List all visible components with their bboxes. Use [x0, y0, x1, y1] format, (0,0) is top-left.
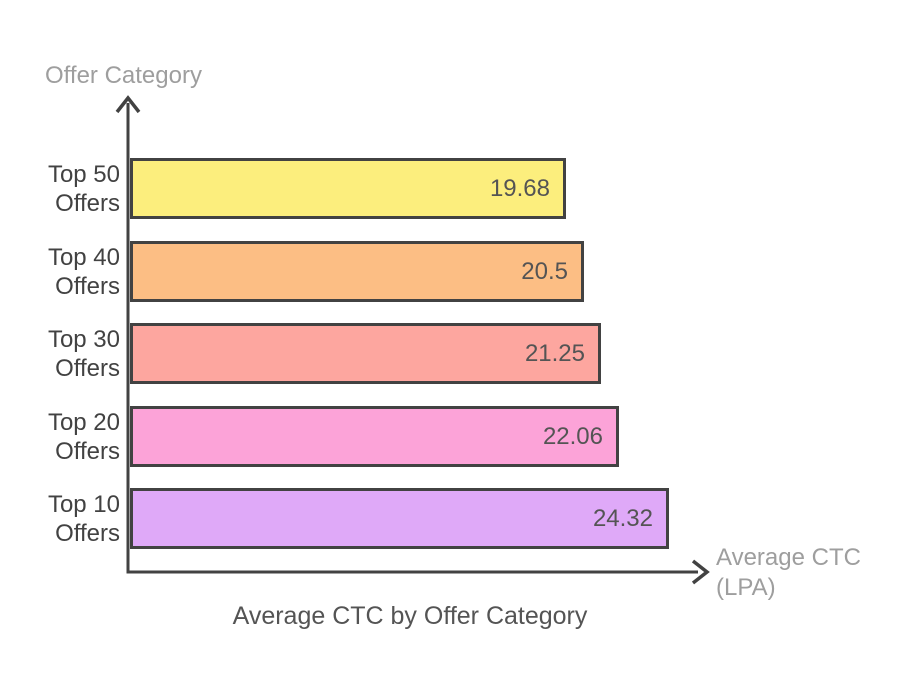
y-axis-arrowhead — [115, 95, 141, 114]
bar: 21.25 — [130, 323, 601, 384]
category-label: Top 10 Offers — [47, 490, 120, 547]
chart-title: Average CTC by Offer Category — [232, 602, 588, 630]
bar-row: Top 40 Offers 20.5 — [0, 241, 910, 302]
bar-row: Top 50 Offers 19.68 — [0, 158, 910, 219]
bar-value-label: 24.32 — [592, 504, 653, 532]
category-label: Top 40 Offers — [47, 243, 120, 300]
bar-value-label: 20.5 — [521, 257, 568, 285]
bar-value-label: 21.25 — [524, 339, 585, 367]
bar: 20.5 — [130, 241, 584, 302]
bar: 19.68 — [130, 158, 566, 219]
x-axis-arrowhead — [691, 559, 710, 585]
category-label: Top 20 Offers — [47, 408, 120, 465]
bar-row: Top 30 Offers 21.25 — [0, 323, 910, 384]
bar: 22.06 — [130, 406, 619, 467]
bar: 24.32 — [130, 488, 669, 549]
x-axis-label: Average CTC (LPA) — [716, 544, 861, 601]
bar-value-label: 22.06 — [542, 422, 603, 450]
category-label: Top 50 Offers — [47, 160, 120, 217]
y-axis-label: Offer Category — [45, 62, 202, 89]
bar-value-label: 19.68 — [489, 174, 550, 202]
bar-row: Top 10 Offers 24.32 — [0, 488, 910, 549]
category-label: Top 30 Offers — [47, 325, 120, 382]
bar-row: Top 20 Offers 22.06 — [0, 406, 910, 467]
